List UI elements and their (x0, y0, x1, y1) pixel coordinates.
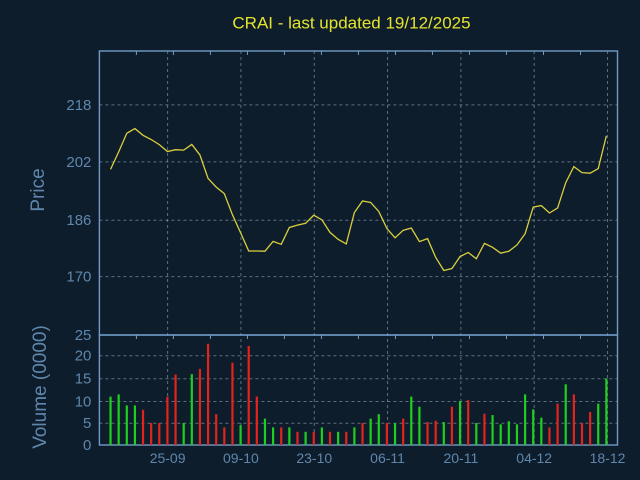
svg-text:25-09: 25-09 (150, 450, 186, 466)
svg-text:09-10: 09-10 (223, 450, 259, 466)
svg-text:04-12: 04-12 (516, 450, 552, 466)
svg-text:10: 10 (75, 394, 92, 411)
svg-text:170: 170 (66, 269, 91, 286)
svg-text:25: 25 (75, 327, 92, 344)
svg-text:23-10: 23-10 (296, 450, 332, 466)
svg-text:CRAI - last updated 19/12/2025: CRAI - last updated 19/12/2025 (232, 14, 470, 33)
svg-text:218: 218 (66, 97, 91, 114)
svg-text:18-12: 18-12 (590, 450, 626, 466)
svg-text:0: 0 (83, 437, 91, 454)
svg-text:Price: Price (28, 168, 49, 211)
svg-text:186: 186 (66, 212, 91, 229)
svg-text:Volume (0000): Volume (0000) (30, 325, 51, 449)
svg-text:06-11: 06-11 (370, 450, 405, 466)
svg-text:202: 202 (66, 154, 91, 171)
svg-text:5: 5 (83, 415, 91, 432)
svg-text:15: 15 (75, 371, 92, 388)
svg-text:20-11: 20-11 (443, 450, 478, 466)
svg-text:20: 20 (75, 348, 92, 365)
